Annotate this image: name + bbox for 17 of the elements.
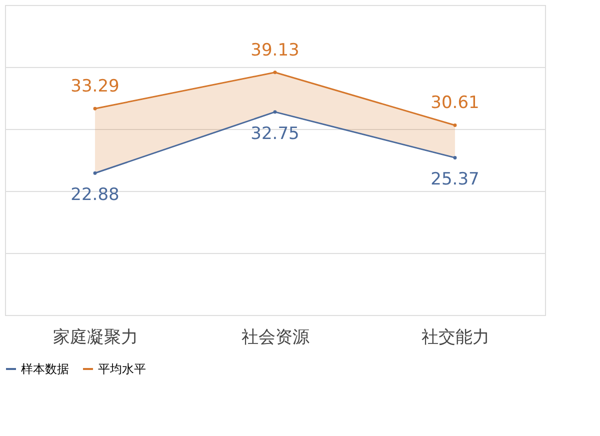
legend-label: 样本数据 xyxy=(21,362,69,376)
data-label: 22.88 xyxy=(70,185,120,206)
data-label: 39.13 xyxy=(250,40,300,60)
point xyxy=(93,171,97,175)
x-tick-label: 社交能力 xyxy=(422,328,490,348)
point xyxy=(93,106,97,110)
x-tick-label: 家庭凝聚力 xyxy=(53,328,138,348)
data-label: 25.37 xyxy=(430,170,480,190)
data-label: 30.61 xyxy=(430,93,480,114)
point xyxy=(453,123,457,127)
data-label: 33.29 xyxy=(70,76,120,97)
legend-label: 平均水平 xyxy=(98,362,146,376)
x-tick-label: 社会资源 xyxy=(242,328,310,348)
point xyxy=(273,70,277,74)
point xyxy=(273,110,277,114)
data-label: 32.75 xyxy=(250,124,300,144)
point xyxy=(453,156,457,160)
